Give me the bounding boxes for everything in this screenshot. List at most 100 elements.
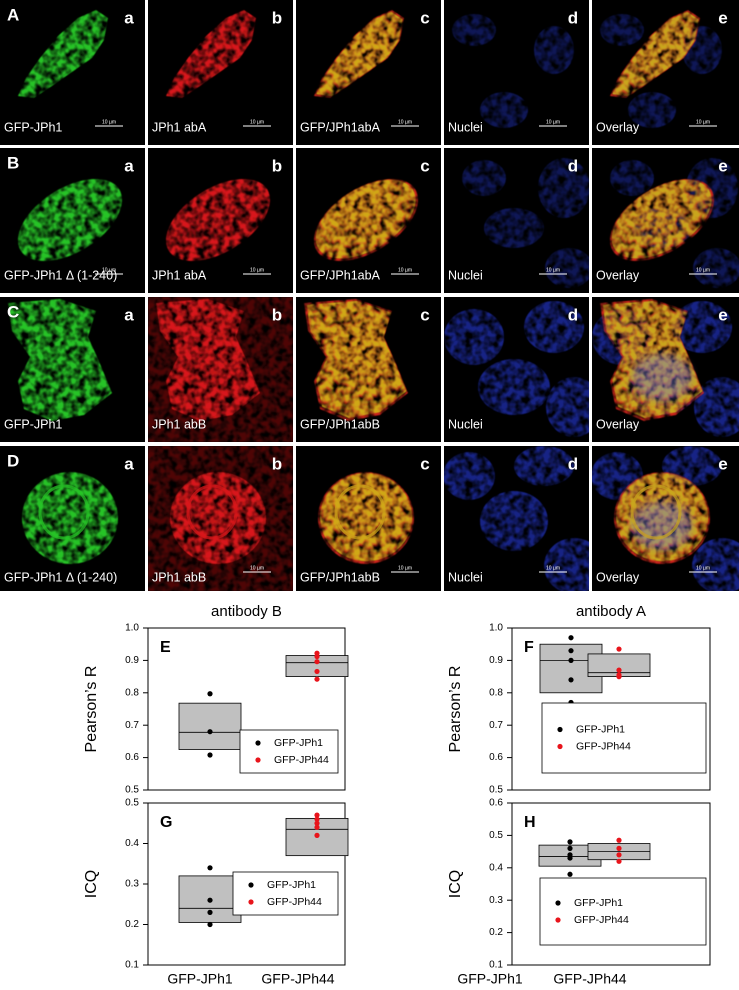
row-label: A [7,5,19,24]
legend-marker [248,899,254,905]
panel-caption: GFP-JPh1 [4,120,62,134]
panel-letter: d [568,305,578,324]
data-point [314,659,320,665]
micrograph: b JPh1 abB [148,297,293,442]
nucleus [538,158,589,218]
panel-letter: b [272,305,282,324]
data-point [568,635,574,641]
legend-label: GFP-JPh1 [274,737,323,749]
scale-label: 10 µm [398,267,412,273]
legend-label: GFP-JPh44 [267,896,322,908]
panel-caption: GFP/JPh1abB [300,417,380,431]
nucleus [544,538,589,591]
panel-letter: b [272,454,282,473]
micrograph: e Overlay 10 µm [592,148,739,293]
data-point [568,648,574,654]
panel-caption: GFP/JPh1abA [300,120,381,134]
scale-label: 10 µm [696,565,710,571]
panel-caption: Nuclei [448,268,483,282]
data-point [207,897,213,903]
panel-caption: Overlay [596,268,640,282]
panel-caption: JPh1 abB [152,417,206,431]
legend-label: GFP-JPh1 [267,879,316,891]
nucleus [452,14,496,46]
legend-marker [255,740,261,746]
micrograph: b JPh1 abB 10 µm [148,446,293,591]
panel-caption: Nuclei [448,120,483,134]
nucleus [484,208,544,248]
nucleus [480,92,528,128]
scale-label: 10 µm [546,267,560,273]
legend-box [539,877,707,946]
panel-letter: b [272,8,282,27]
cell-signal [166,10,256,98]
panel-letter: b [272,156,282,175]
data-point [314,820,320,826]
y-tick-label: 1.0 [125,623,139,634]
y-tick-label: 0.1 [489,960,503,971]
overlay-blue [632,502,692,550]
panel-caption: JPh1 abA [152,268,207,282]
panel-caption: Overlay [596,570,640,584]
micrograph: e Overlay 10 µm [592,446,739,591]
scale-label: 10 µm [250,119,264,125]
panel-letter: c [420,8,429,27]
nuclear-envelope [186,484,238,540]
legend-box [239,729,339,774]
nucleus [693,248,739,288]
legend-label: GFP-JPh44 [576,740,631,752]
legend-label: GFP-JPh44 [274,754,329,766]
cell-signal [165,178,271,262]
data-point [207,752,213,758]
nucleus [534,26,574,74]
y-tick-label: 0.5 [125,785,139,796]
legend-label: GFP-JPh1 [576,723,625,735]
x-tick-label: GFP-JPh44 [553,971,626,987]
micrograph: e Overlay [592,297,739,442]
panel-letter: c [420,305,429,324]
legend-label: GFP-JPh1 [574,897,623,909]
data-point [314,824,320,830]
legend-box [541,702,707,774]
y-tick-label: 0.8 [489,687,503,698]
nucleus [480,491,548,551]
cell-signal [17,178,123,262]
panel-label: H [524,814,536,831]
y-tick-label: 0.6 [125,752,139,763]
nuclear-envelope [630,484,682,540]
micrograph: c GFP/JPh1abA 10 µm [296,0,441,145]
cell-signal [612,11,699,97]
panel-letter: a [124,305,134,324]
panel-caption: JPh1 abA [152,120,207,134]
nucleus [444,452,495,500]
data-point [207,865,213,871]
panel-letter: d [568,454,578,473]
scale-label: 10 µm [102,267,116,273]
panel-caption: Nuclei [448,570,483,584]
nuclear-envelope [38,484,90,540]
y-axis-label: ICQ [447,870,464,898]
nucleus [462,160,506,196]
y-tick-label: 0.2 [125,919,139,930]
panel-label: E [160,639,171,656]
scale-label: 10 µm [250,565,264,571]
scale-label: 10 µm [546,119,560,125]
y-tick-label: 0.7 [125,720,139,731]
micrograph: c GFP/JPh1abA 10 µm [296,148,441,293]
row-label: D [7,451,19,470]
data-point [616,845,622,851]
data-point [567,839,573,845]
legend-label: GFP-JPh44 [574,914,629,926]
nucleus [514,446,574,486]
y-tick-label: 0.7 [489,720,503,731]
data-point [207,729,213,735]
scale-label: 10 µm [398,565,412,571]
cell-signal [611,179,712,259]
row-label: C [7,302,19,321]
micrograph: e Overlay 10 µm [592,0,739,145]
y-tick-label: 0.5 [125,798,139,809]
